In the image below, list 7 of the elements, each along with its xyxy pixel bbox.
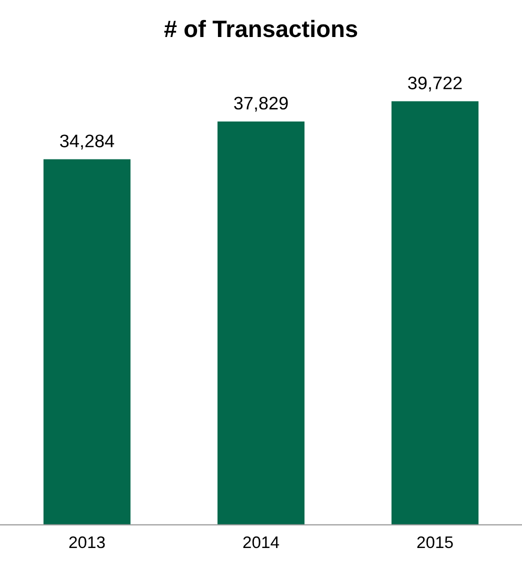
x-tick-label: 2015 bbox=[417, 536, 453, 548]
x-tick-label: 2014 bbox=[243, 536, 280, 548]
data-label: 34,284 bbox=[60, 134, 114, 150]
x-tick-label: 2013 bbox=[69, 536, 105, 548]
chart-title: # of Transactions bbox=[164, 20, 358, 38]
data-label: 37,829 bbox=[234, 96, 288, 112]
data-label: 39,722 bbox=[408, 76, 462, 92]
